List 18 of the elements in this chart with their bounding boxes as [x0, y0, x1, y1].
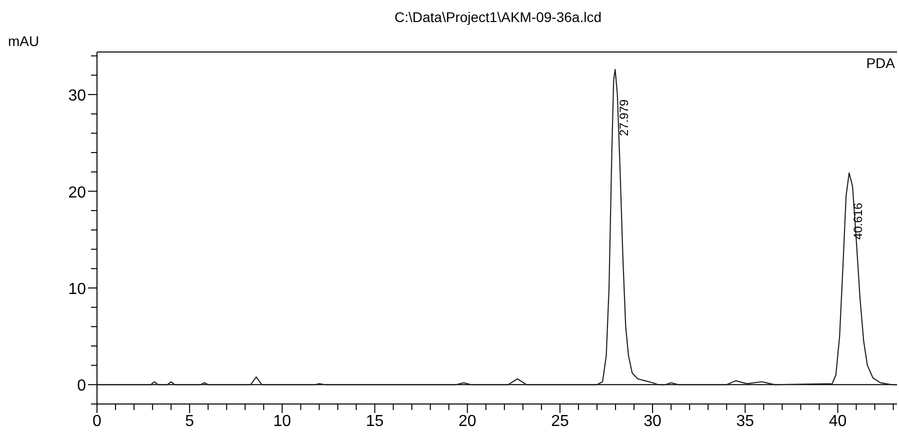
y-tick-label: 0 — [77, 378, 86, 395]
y-axis-title: mAU — [8, 33, 40, 49]
annotation: 40.616 — [851, 202, 866, 240]
annotation: PDA — [866, 55, 896, 71]
x-tick-label: 30 — [644, 413, 662, 430]
x-tick-label: 25 — [551, 413, 569, 430]
x-tick-label: 35 — [736, 413, 754, 430]
x-tick-label: 5 — [185, 413, 194, 430]
y-tick-label: 20 — [68, 184, 86, 202]
annotation: 27.979 — [617, 99, 632, 136]
x-tick-label: 0 — [92, 413, 102, 430]
y-tick-label: 30 — [68, 88, 86, 105]
chart-title: C:\Data\Project1\AKM-09-36a.lcd — [394, 9, 602, 25]
x-tick-label: 20 — [458, 413, 476, 430]
x-tick-label: 10 — [273, 413, 292, 430]
x-tick-label: 40 — [828, 413, 847, 430]
x-tick-label: 15 — [366, 413, 384, 430]
y-tick-label: 10 — [68, 280, 86, 298]
